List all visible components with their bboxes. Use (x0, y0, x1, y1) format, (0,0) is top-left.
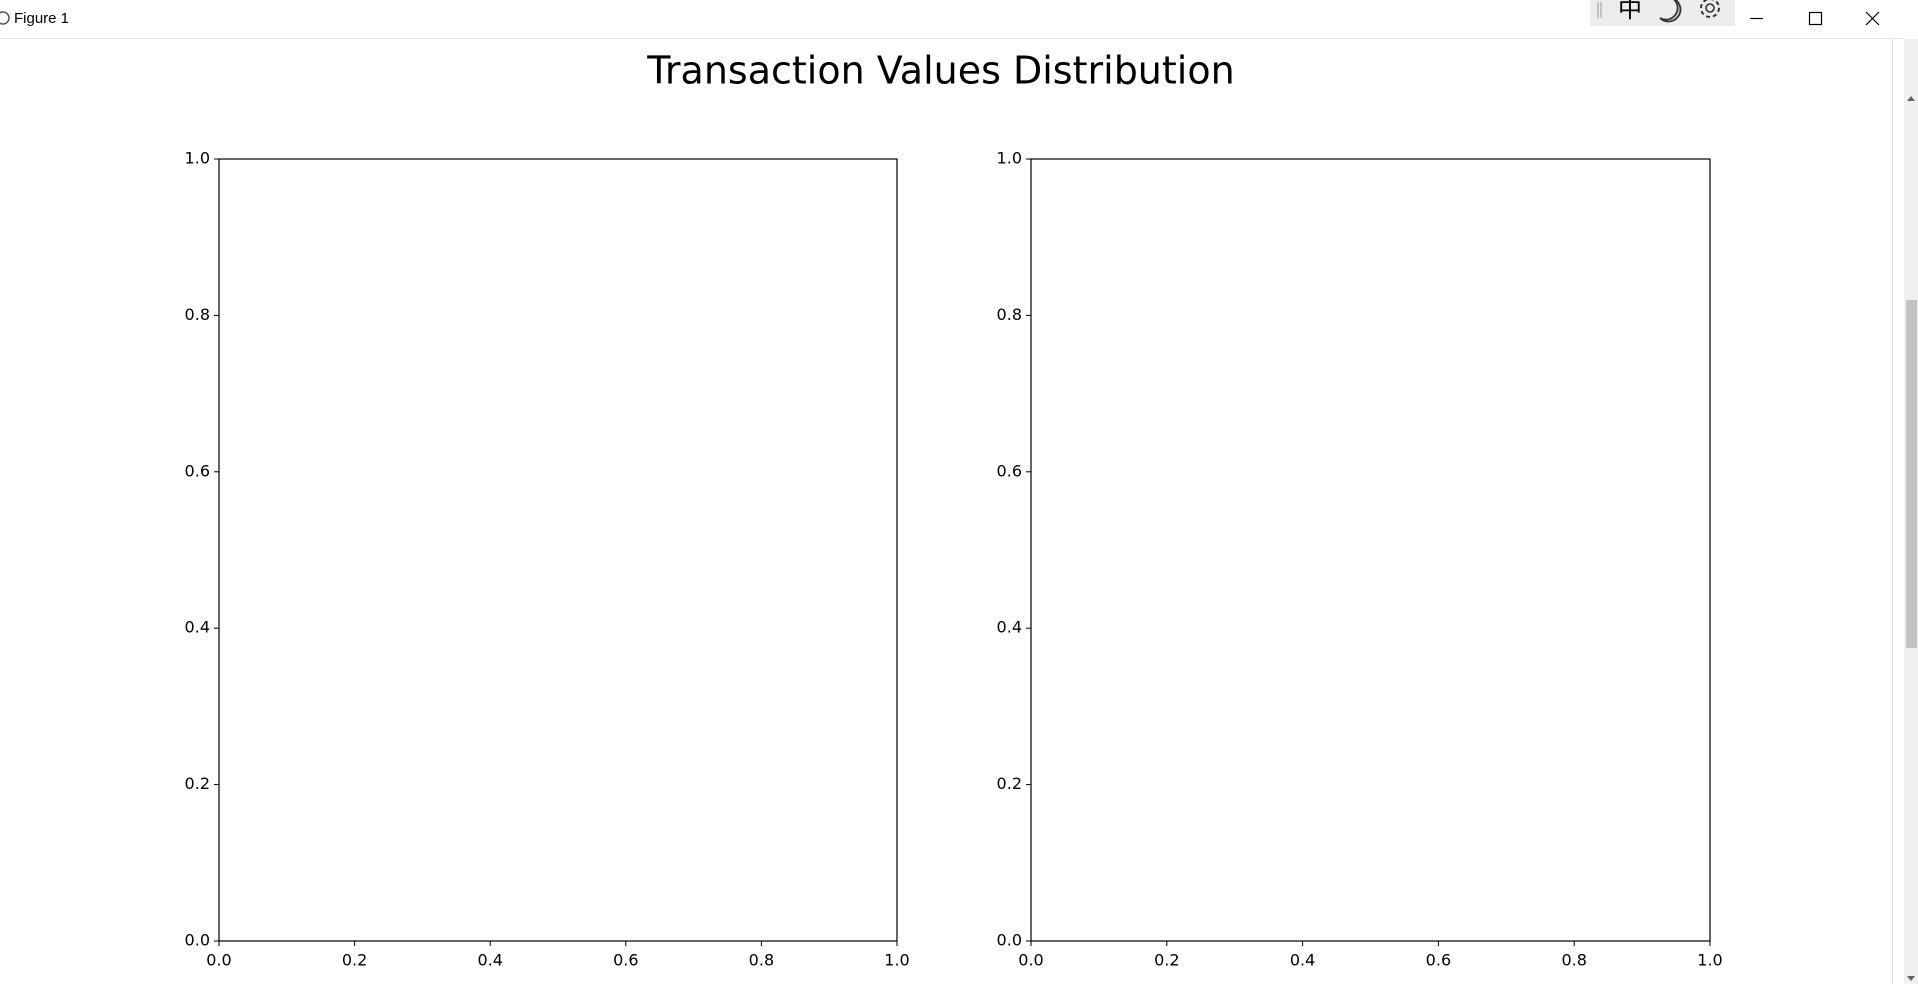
y-tick-label: 1.0 (185, 149, 210, 168)
y-tick-label: 0.6 (997, 461, 1022, 480)
x-tick-label: 1.0 (884, 951, 909, 970)
y-tick-label: 0.2 (185, 774, 210, 793)
x-tick-label: 0.0 (206, 951, 231, 970)
window-title: Figure 1 (14, 10, 69, 27)
x-tick-label: 0.6 (1426, 951, 1451, 970)
ime-mode[interactable]: 中 (1618, 0, 1642, 23)
y-tick-label: 0.2 (997, 774, 1022, 793)
ime-background (1590, 0, 1735, 26)
x-tick-label: 0.6 (613, 951, 638, 970)
x-tick-label: 0.0 (1018, 951, 1043, 970)
gear-icon-center (1705, 3, 1715, 13)
x-tick-label: 0.8 (1561, 951, 1586, 970)
scroll-down-arrow[interactable] (1907, 976, 1915, 981)
x-tick-label: 0.2 (1154, 951, 1179, 970)
maximize-button[interactable] (1808, 11, 1823, 26)
app-icon (0, 11, 10, 25)
axes-frame (218, 158, 898, 942)
y-tick-label: 0.8 (997, 305, 1022, 324)
x-tick-label: 0.4 (477, 951, 502, 970)
scroll-up-arrow[interactable] (1907, 96, 1915, 101)
ime-toolbar[interactable]: 中 (1590, 0, 1735, 26)
close-button[interactable] (1865, 11, 1880, 26)
x-tick-label: 1.0 (1697, 951, 1722, 970)
figure-title: Transaction Values Distribution (646, 49, 1234, 93)
x-tick-label: 0.2 (342, 951, 367, 970)
y-tick-label: 0.4 (185, 618, 210, 637)
scrollbar-thumb[interactable] (1906, 300, 1917, 648)
y-tick-label: 0.4 (997, 618, 1022, 637)
axes-frame (1030, 158, 1711, 942)
moon-icon[interactable] (1659, 0, 1682, 23)
y-tick-label: 0.0 (185, 931, 210, 950)
x-tick-label: 0.8 (749, 951, 774, 970)
gear-icon[interactable] (1700, 0, 1720, 18)
y-tick-label: 0.0 (997, 931, 1022, 950)
y-tick-label: 0.8 (185, 305, 210, 324)
y-tick-label: 1.0 (997, 149, 1022, 168)
x-tick-label: 0.4 (1290, 951, 1315, 970)
y-tick-label: 0.6 (185, 461, 210, 480)
